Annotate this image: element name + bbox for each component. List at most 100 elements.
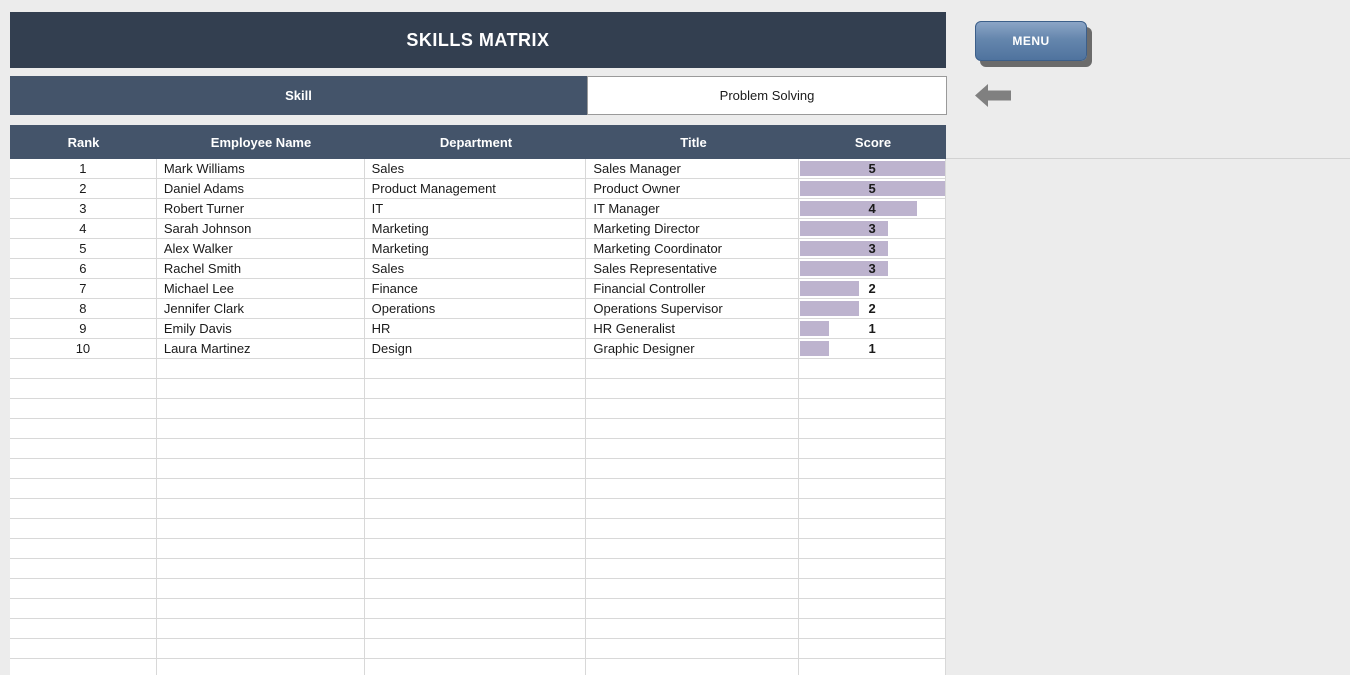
department-cell[interactable]: [365, 399, 587, 418]
rank-cell[interactable]: 6: [10, 259, 157, 278]
employee-name-cell[interactable]: Sarah Johnson: [157, 219, 365, 238]
employee-name-cell[interactable]: Daniel Adams: [157, 179, 365, 198]
job-title-cell[interactable]: IT Manager: [586, 199, 800, 218]
employee-name-cell[interactable]: [157, 639, 365, 658]
back-arrow-icon[interactable]: [975, 83, 1011, 108]
employee-name-cell[interactable]: [157, 619, 365, 638]
department-cell[interactable]: [365, 599, 587, 618]
employee-name-cell[interactable]: Michael Lee: [157, 279, 365, 298]
job-title-cell[interactable]: [586, 639, 800, 658]
score-cell[interactable]: 1: [799, 319, 945, 338]
job-title-cell[interactable]: [586, 559, 800, 578]
employee-name-cell[interactable]: [157, 599, 365, 618]
score-cell[interactable]: [799, 479, 945, 498]
score-cell[interactable]: 3: [799, 219, 945, 238]
score-cell[interactable]: [799, 379, 945, 398]
score-cell[interactable]: [799, 579, 945, 598]
department-cell[interactable]: [365, 499, 587, 518]
employee-name-cell[interactable]: [157, 399, 365, 418]
job-title-cell[interactable]: Product Owner: [586, 179, 800, 198]
score-cell[interactable]: [799, 599, 945, 618]
job-title-cell[interactable]: Graphic Designer: [586, 339, 800, 358]
department-cell[interactable]: [365, 519, 587, 538]
score-cell[interactable]: 3: [799, 239, 945, 258]
rank-cell[interactable]: [10, 379, 157, 398]
employee-name-cell[interactable]: [157, 659, 365, 675]
department-cell[interactable]: [365, 559, 587, 578]
department-cell[interactable]: Marketing: [365, 219, 587, 238]
employee-name-cell[interactable]: [157, 499, 365, 518]
employee-name-cell[interactable]: Laura Martinez: [157, 339, 365, 358]
rank-cell[interactable]: [10, 359, 157, 378]
job-title-cell[interactable]: HR Generalist: [586, 319, 800, 338]
employee-name-cell[interactable]: [157, 559, 365, 578]
employee-name-cell[interactable]: [157, 439, 365, 458]
score-cell[interactable]: [799, 359, 945, 378]
job-title-cell[interactable]: [586, 399, 800, 418]
rank-cell[interactable]: [10, 479, 157, 498]
department-cell[interactable]: [365, 639, 587, 658]
department-cell[interactable]: [365, 579, 587, 598]
job-title-cell[interactable]: [586, 659, 800, 675]
department-cell[interactable]: Product Management: [365, 179, 587, 198]
employee-name-cell[interactable]: Jennifer Clark: [157, 299, 365, 318]
rank-cell[interactable]: [10, 579, 157, 598]
employee-name-cell[interactable]: [157, 539, 365, 558]
employee-name-cell[interactable]: Rachel Smith: [157, 259, 365, 278]
job-title-cell[interactable]: Operations Supervisor: [586, 299, 800, 318]
score-cell[interactable]: 5: [799, 179, 946, 198]
job-title-cell[interactable]: [586, 579, 800, 598]
department-cell[interactable]: Operations: [365, 299, 587, 318]
score-cell[interactable]: [799, 419, 945, 438]
employee-name-cell[interactable]: [157, 479, 365, 498]
rank-cell[interactable]: 4: [10, 219, 157, 238]
rank-cell[interactable]: [10, 459, 157, 478]
score-cell[interactable]: 2: [799, 299, 945, 318]
job-title-cell[interactable]: [586, 459, 800, 478]
menu-button[interactable]: MENU: [975, 21, 1087, 61]
score-cell[interactable]: [799, 559, 945, 578]
rank-cell[interactable]: [10, 419, 157, 438]
employee-name-cell[interactable]: [157, 419, 365, 438]
job-title-cell[interactable]: [586, 619, 800, 638]
department-cell[interactable]: IT: [365, 199, 587, 218]
employee-name-cell[interactable]: [157, 459, 365, 478]
score-cell[interactable]: [799, 399, 945, 418]
department-cell[interactable]: Sales: [365, 159, 587, 178]
employee-name-cell[interactable]: Alex Walker: [157, 239, 365, 258]
rank-cell[interactable]: 1: [10, 159, 157, 178]
department-cell[interactable]: [365, 459, 587, 478]
rank-cell[interactable]: [10, 519, 157, 538]
job-title-cell[interactable]: Sales Manager: [586, 159, 800, 178]
score-cell[interactable]: 1: [799, 339, 945, 358]
job-title-cell[interactable]: [586, 499, 800, 518]
rank-cell[interactable]: 5: [10, 239, 157, 258]
score-cell[interactable]: [799, 539, 945, 558]
employee-name-cell[interactable]: Mark Williams: [157, 159, 365, 178]
department-cell[interactable]: [365, 419, 587, 438]
department-cell[interactable]: Finance: [365, 279, 587, 298]
score-cell[interactable]: 3: [799, 259, 945, 278]
score-cell[interactable]: [799, 519, 945, 538]
department-cell[interactable]: [365, 439, 587, 458]
job-title-cell[interactable]: [586, 379, 800, 398]
employee-name-cell[interactable]: Robert Turner: [157, 199, 365, 218]
score-cell[interactable]: 2: [799, 279, 945, 298]
rank-cell[interactable]: 3: [10, 199, 157, 218]
job-title-cell[interactable]: [586, 439, 800, 458]
department-cell[interactable]: [365, 539, 587, 558]
score-cell[interactable]: [799, 459, 945, 478]
rank-cell[interactable]: [10, 439, 157, 458]
score-cell[interactable]: 5: [799, 159, 946, 178]
job-title-cell[interactable]: [586, 419, 800, 438]
employee-name-cell[interactable]: Emily Davis: [157, 319, 365, 338]
rank-cell[interactable]: [10, 619, 157, 638]
department-cell[interactable]: Marketing: [365, 239, 587, 258]
score-cell[interactable]: [799, 659, 945, 675]
rank-cell[interactable]: 8: [10, 299, 157, 318]
rank-cell[interactable]: [10, 659, 157, 675]
department-cell[interactable]: [365, 359, 587, 378]
job-title-cell[interactable]: [586, 359, 800, 378]
score-cell[interactable]: [799, 619, 945, 638]
rank-cell[interactable]: [10, 539, 157, 558]
